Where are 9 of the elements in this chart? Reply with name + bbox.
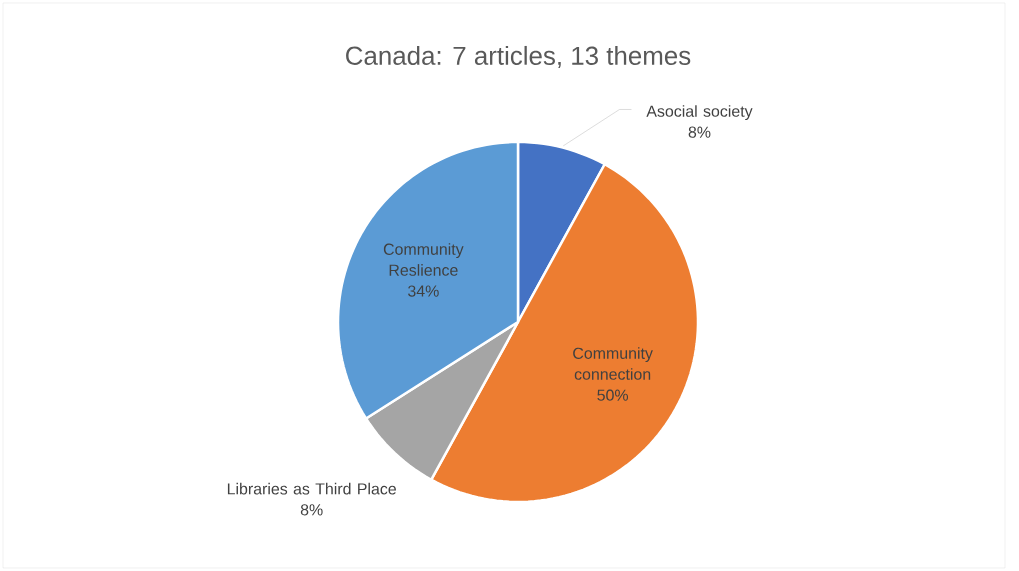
slice-label: Community connection xyxy=(573,347,653,380)
slice-label: Asocial society xyxy=(646,105,753,121)
data-label: 50% xyxy=(597,389,629,401)
data-label: 8% xyxy=(300,504,323,516)
data-label: 8% xyxy=(688,126,711,138)
slice-label: Libraries as Third Place xyxy=(227,482,396,495)
slice-label: Community Reslience xyxy=(383,243,464,276)
chart-title: Canada: 7 articles, 13 themes xyxy=(346,45,691,69)
data-label: 34% xyxy=(408,285,439,297)
